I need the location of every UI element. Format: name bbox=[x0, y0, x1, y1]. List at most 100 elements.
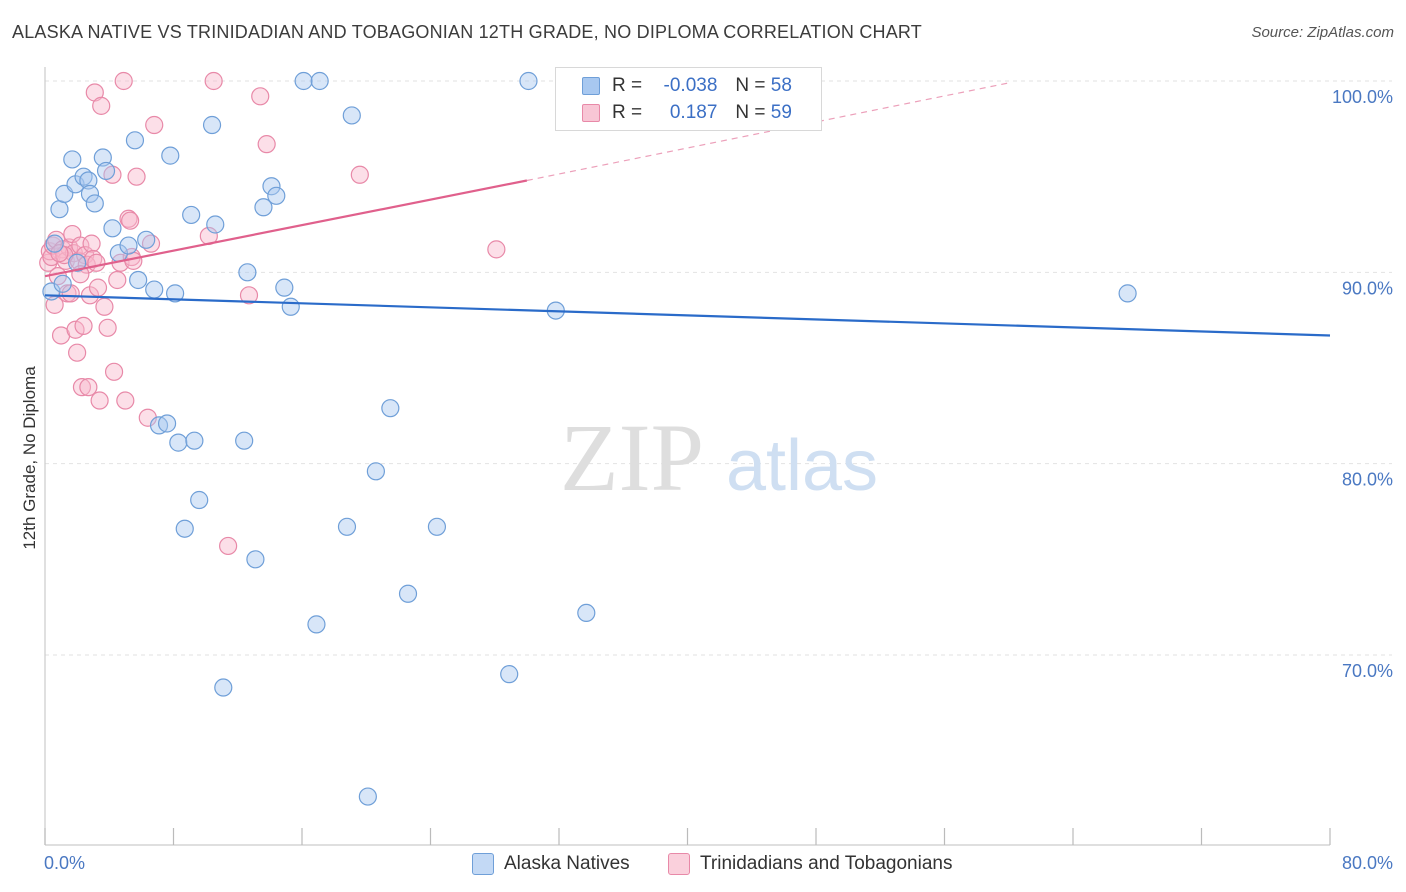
blue-data-point bbox=[337, 517, 357, 536]
bottom-legend-label: Trinidadians and Tobagonians bbox=[700, 853, 953, 874]
blue-data-point bbox=[182, 205, 201, 225]
blue-data-point bbox=[45, 234, 64, 253]
blue-data-point bbox=[175, 519, 194, 538]
blue-data-point bbox=[358, 787, 377, 806]
blue-data-point bbox=[500, 665, 519, 684]
blue-data-point bbox=[161, 146, 180, 165]
blue-data-point bbox=[206, 215, 225, 234]
blue-data-point bbox=[235, 431, 254, 450]
blue-data-point bbox=[96, 161, 116, 181]
blue-data-point bbox=[398, 584, 418, 603]
blue-data-point bbox=[519, 71, 538, 91]
legend-r-label: R = bbox=[612, 102, 643, 123]
legend-r-value: -0.038 bbox=[663, 75, 718, 96]
blue-data-point bbox=[157, 414, 177, 433]
legend-row-trinidadian: R = 0.187 N = 59 bbox=[582, 100, 792, 126]
blue-data-point bbox=[254, 198, 273, 217]
pink-data-point bbox=[219, 536, 238, 556]
blue-data-point bbox=[166, 284, 185, 303]
chart-title: ALASKA NATIVE VS TRINIDADIAN AND TOBAGON… bbox=[12, 22, 923, 42]
pink-data-point bbox=[116, 391, 135, 410]
pink-data-point bbox=[121, 211, 140, 230]
trend-lines bbox=[44, 82, 1331, 337]
blue-data-point bbox=[119, 236, 138, 255]
blue-data-point bbox=[125, 131, 145, 150]
y-tick-label: 70.0% bbox=[1342, 661, 1393, 681]
pink-trend-line bbox=[44, 179, 528, 278]
pink-data-point bbox=[90, 391, 109, 410]
pink-data-point bbox=[95, 297, 114, 316]
blue-data-point bbox=[246, 550, 265, 569]
blue-data-point bbox=[275, 278, 294, 297]
pink-data-point bbox=[108, 270, 127, 290]
pink-data-point bbox=[74, 316, 93, 336]
blue-data-point bbox=[85, 194, 104, 213]
blue-data-point bbox=[93, 148, 112, 167]
gridlines bbox=[45, 80, 1392, 656]
pink-data-point bbox=[92, 96, 111, 115]
blue-data-point bbox=[68, 253, 87, 272]
blue-data-point bbox=[577, 603, 596, 623]
watermark-atlas: atlas bbox=[726, 426, 878, 506]
bottom-legend-trinidadian: Trinidadians and Tobagonians bbox=[668, 851, 952, 877]
legend-r-label: R = bbox=[612, 75, 643, 96]
legend-n-value: 59 bbox=[770, 102, 792, 123]
x-tick-label: 80.0% bbox=[1342, 853, 1393, 873]
pink-trend-extension bbox=[526, 82, 1009, 182]
blue-data-point bbox=[310, 71, 329, 91]
pink-data-point bbox=[68, 343, 87, 362]
pink-data-point bbox=[350, 165, 369, 184]
blue-data-point bbox=[103, 219, 122, 238]
pink-data-point bbox=[251, 87, 270, 106]
pink-data-point bbox=[257, 135, 276, 154]
source-label: Source: ZipAtlas.com bbox=[1251, 24, 1394, 41]
watermark-zip: ZIP bbox=[560, 404, 704, 511]
x-tick-label: 0.0% bbox=[44, 853, 85, 873]
blue-data-point bbox=[185, 431, 204, 450]
blue-data-point bbox=[79, 171, 98, 190]
bottom-swatch-blue bbox=[472, 853, 494, 875]
blue-data-point bbox=[137, 230, 156, 249]
pink-data-point bbox=[104, 362, 124, 381]
pink-data-point bbox=[127, 167, 146, 186]
blue-data-point bbox=[1118, 284, 1137, 303]
blue-data-point bbox=[214, 678, 233, 697]
blue-data-point bbox=[238, 263, 257, 282]
legend-swatch-blue bbox=[582, 77, 600, 95]
legend-row-alaska: R = -0.038 N = 58 bbox=[582, 73, 792, 99]
bottom-legend-label: Alaska Natives bbox=[504, 853, 630, 874]
blue-data-point bbox=[202, 115, 222, 135]
pink-data-point bbox=[114, 71, 133, 91]
pink-data-point bbox=[87, 253, 106, 272]
blue-data-point bbox=[281, 297, 300, 316]
watermark: ZIP atlas bbox=[560, 404, 878, 511]
tick-labels: 100.0% 90.0% 80.0% 70.0% 0.0% 80.0% bbox=[44, 87, 1393, 873]
blue-data-point bbox=[427, 517, 447, 536]
blue-data-point bbox=[80, 184, 100, 203]
pink-data-point bbox=[71, 236, 90, 255]
bottom-legend-alaska: Alaska Natives bbox=[472, 851, 630, 877]
pink-data-point bbox=[487, 240, 506, 259]
legend-r-value: 0.187 bbox=[669, 102, 718, 123]
blue-data-point bbox=[342, 106, 361, 125]
axes bbox=[44, 67, 1331, 846]
blue-data-point bbox=[63, 150, 82, 169]
pink-data-point bbox=[88, 278, 108, 297]
bottom-swatch-pink bbox=[668, 853, 690, 875]
pink-data-point bbox=[82, 234, 101, 253]
pink-data-point bbox=[239, 286, 259, 305]
pink-data-point bbox=[204, 71, 223, 91]
y-tick-label: 80.0% bbox=[1342, 470, 1393, 490]
pink-series-points bbox=[39, 71, 506, 556]
blue-series-points bbox=[42, 71, 1137, 806]
blue-data-point bbox=[262, 177, 281, 196]
legend-n-label: N = bbox=[735, 102, 766, 123]
pink-data-point bbox=[72, 378, 92, 397]
blue-trend-line bbox=[44, 294, 1331, 337]
blue-data-point bbox=[307, 615, 326, 634]
pink-data-point bbox=[145, 115, 164, 135]
blue-data-point bbox=[169, 433, 188, 452]
legend-n-label: N = bbox=[735, 75, 766, 96]
blue-data-point bbox=[190, 490, 209, 510]
